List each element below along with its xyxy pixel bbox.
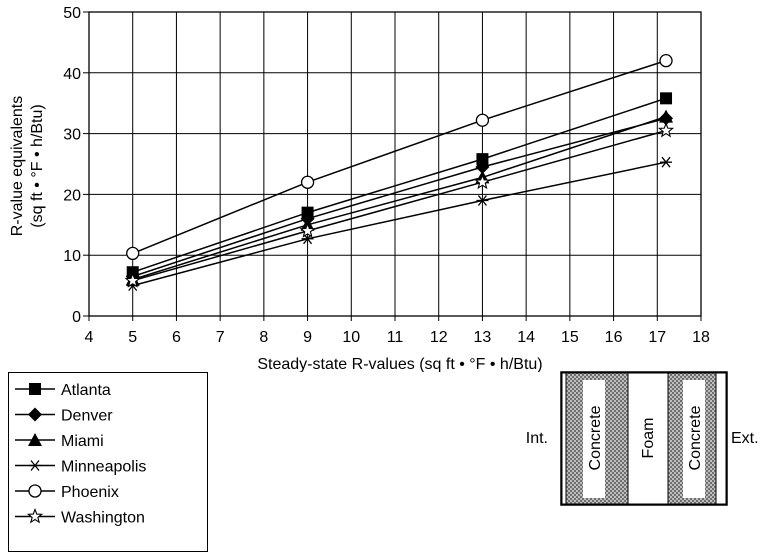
concrete-label-bg-2 [683, 380, 705, 498]
x-tick-label: 10 [342, 329, 360, 346]
series-atlanta [126, 92, 673, 279]
foam-layer [627, 372, 669, 505]
legend-marker [28, 484, 42, 498]
x-tick-label: 17 [648, 329, 666, 346]
x-tick-label: 13 [474, 329, 492, 346]
legend-label: Washington [61, 510, 145, 527]
series-line [132, 115, 667, 281]
series-minneapolis [126, 156, 673, 292]
x-tick-label: 4 [85, 329, 94, 346]
y-tick-label: 50 [63, 5, 81, 22]
legend-entries: Atlanta Denver Miami Minneapolis Phoenix Wash… [15, 382, 146, 527]
y-axis-title-line2: (sq ft • °F • h/Btu) [29, 104, 46, 227]
legend-label: Minneapolis [61, 459, 146, 476]
x-axis-title: Steady-state R-values (sq ft • °F • h/Bt… [257, 356, 542, 372]
x-axis-ticks: 4 5 6 7 8 9 10 11 12 13 14 15 16 17 18 [85, 316, 710, 346]
line-chart: 4 5 6 7 8 9 10 11 12 13 14 15 16 17 18 0 10 20 30 40 50 Ste… [9, 5, 710, 372]
chart-legend: Atlanta Denver Miami Minneapolis Phoenix Wash… [8, 372, 208, 552]
legend-label: Denver [61, 408, 113, 425]
x-tick-label: 14 [517, 329, 535, 346]
exterior-finish-layer [715, 372, 727, 505]
x-tick-label: 7 [216, 329, 225, 346]
legend-label: Atlanta [61, 382, 111, 399]
data-point [124, 272, 141, 288]
interior-finish-layer [561, 372, 567, 505]
series-line [132, 129, 667, 282]
concrete-label-bg-1 [583, 380, 605, 498]
legend-label: Miami [61, 433, 104, 450]
legend-marker [26, 507, 44, 524]
series-line [132, 59, 667, 255]
y-tick-label: 30 [63, 127, 81, 144]
data-point [659, 109, 674, 123]
legend-entry: Denver [15, 407, 113, 425]
legend-entry: Phoenix [15, 484, 119, 501]
data-point [659, 53, 673, 68]
chart-grid [88, 11, 702, 317]
data-point [300, 175, 315, 189]
y-tick-label: 40 [63, 66, 81, 83]
x-tick-label: 15 [561, 329, 579, 346]
series-denver [125, 111, 674, 284]
concrete-layer-exterior [667, 372, 717, 505]
x-tick-label: 6 [172, 329, 181, 346]
x-tick-label: 5 [128, 329, 137, 346]
series-line [132, 97, 667, 273]
legend-marker [29, 383, 41, 395]
data-point [474, 173, 491, 190]
x-tick-label: 12 [430, 329, 448, 346]
y-tick-label: 20 [63, 187, 81, 204]
y-tick-label: 10 [63, 248, 81, 265]
legend-marker [28, 407, 42, 422]
legend-entry: Miami [15, 433, 104, 450]
data-point [660, 156, 673, 168]
data-point [657, 122, 675, 138]
series-phoenix [126, 53, 673, 261]
data-point [660, 92, 673, 105]
y-axis-title-line1: R-value equivalents [9, 96, 26, 237]
legend-entry: Minneapolis [15, 459, 146, 476]
x-tick-label: 16 [605, 329, 623, 346]
foam-label: Foam [640, 418, 657, 459]
interior-label: Int. [526, 430, 548, 447]
data-point [126, 246, 140, 261]
wall-outline [560, 371, 728, 506]
x-tick-label: 11 [387, 329, 404, 346]
legend-marker [29, 460, 41, 471]
data-point [476, 153, 489, 166]
series-line [132, 117, 667, 278]
concrete-label-interior: Concrete [587, 405, 604, 470]
data-point [299, 222, 316, 238]
x-tick-label: 18 [692, 329, 710, 346]
data-point [476, 195, 489, 206]
concrete-layer-interior [565, 372, 629, 505]
legend-entry: Atlanta [15, 382, 111, 399]
series-washington [124, 122, 675, 288]
legend-marker [28, 433, 42, 446]
concrete-label-exterior: Concrete [687, 405, 704, 470]
data-point [475, 113, 490, 127]
exterior-label: Ext. [731, 430, 759, 447]
x-tick-label: 8 [259, 329, 268, 346]
y-axis-ticks: 0 10 20 30 40 50 [63, 5, 89, 326]
y-tick-label: 0 [72, 309, 81, 326]
chart-series [124, 53, 675, 292]
series-line [132, 161, 667, 287]
x-tick-label: 9 [303, 329, 312, 346]
legend-entry: Washington [15, 507, 145, 527]
legend-label: Phoenix [61, 484, 119, 501]
data-point [475, 160, 490, 175]
